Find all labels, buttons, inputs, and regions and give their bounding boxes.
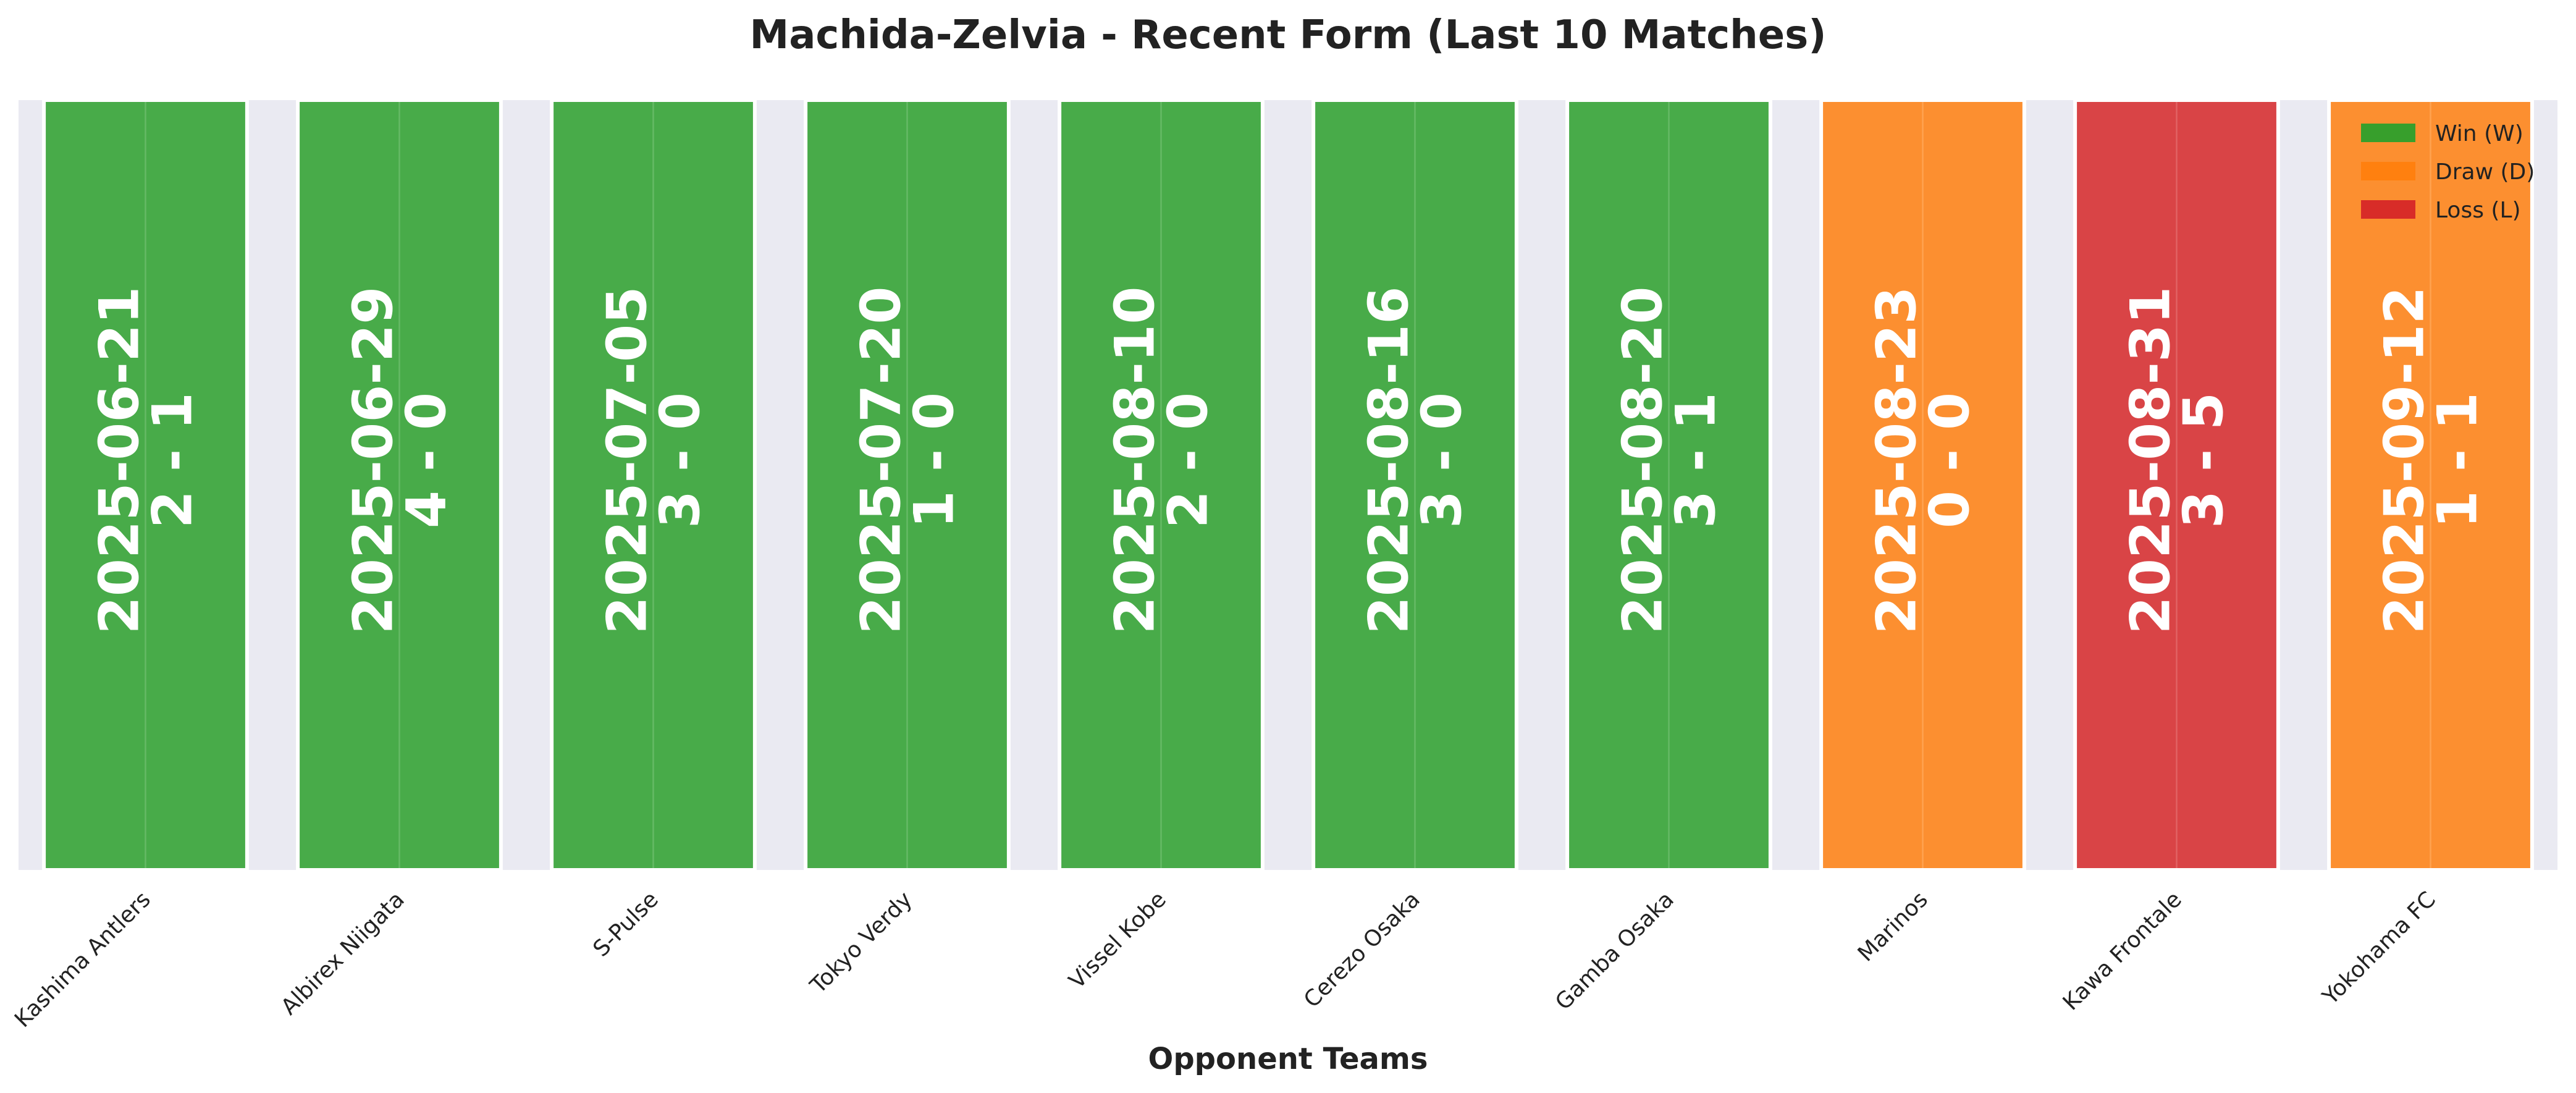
chart-title: Machida-Zelvia - Recent Form (Last 10 Ma…	[750, 12, 1827, 58]
bar-date-label: 2025-08-31	[2119, 287, 2182, 635]
bar-label-group: 2025-07-201 - 0	[849, 287, 966, 635]
bar	[804, 98, 1011, 872]
x-tick-label: Vissel Kobe	[1064, 887, 1171, 994]
x-tick-label: Gamba Osaka	[1551, 887, 1679, 1015]
bar-date-label: 2025-06-29	[342, 287, 405, 635]
bar-score-label: 4 - 0	[395, 392, 458, 528]
bar	[1058, 98, 1265, 872]
bar	[1311, 98, 1518, 872]
bar-labels: 2025-06-212 - 1 2025-06-294 - 0 2025-07-05…	[88, 287, 2490, 635]
legend-label: Draw (D)	[2435, 159, 2535, 185]
bar-score-label: 1 - 1	[2426, 392, 2490, 528]
bar-date-label: 2025-08-20	[1611, 287, 1675, 635]
bar	[2073, 98, 2280, 872]
bar-date-label: 2025-08-16	[1357, 287, 1421, 635]
bars	[42, 98, 2534, 872]
x-tick-label: Marinos	[1853, 887, 1933, 966]
bar-score-label: 0 - 0	[1918, 392, 1982, 528]
bar-label-group: 2025-08-313 - 5	[2119, 287, 2236, 635]
x-tick-label: Kawa Frontale	[2058, 887, 2187, 1015]
bar	[296, 98, 503, 872]
bar-date-label: 2025-07-20	[849, 287, 913, 635]
bar-label-group: 2025-08-163 - 0	[1357, 287, 1474, 635]
bar-score-label: 2 - 0	[1156, 392, 1220, 528]
x-axis-label: Opponent Teams	[1148, 1042, 1428, 1076]
x-tick-label: S-Pulse	[588, 887, 663, 961]
bar-label-group: 2025-08-102 - 0	[1103, 287, 1220, 635]
bar-label-group: 2025-07-053 - 0	[596, 287, 712, 635]
bar	[1565, 98, 1772, 872]
bar-date-label: 2025-08-10	[1103, 287, 1167, 635]
bar-score-label: 3 - 0	[649, 392, 712, 528]
x-tick-label: Albirex Niigata	[276, 887, 410, 1020]
x-tick-label: Yokohama FC	[2317, 887, 2440, 1010]
bar-date-label: 2025-08-23	[1865, 287, 1929, 635]
bar-date-label: 2025-09-12	[2373, 287, 2436, 635]
bar-score-label: 3 - 1	[1664, 392, 1728, 528]
bar	[2327, 98, 2534, 872]
legend-swatch	[2361, 162, 2415, 180]
legend-swatch	[2361, 124, 2415, 142]
legend-swatch	[2361, 200, 2415, 219]
bar-score-label: 3 - 5	[2172, 392, 2236, 528]
bar	[550, 98, 757, 872]
bar-date-label: 2025-06-21	[88, 287, 151, 635]
bar-label-group: 2025-06-212 - 1	[88, 287, 204, 635]
legend: Win (W) Draw (D) Loss (L)	[2361, 121, 2535, 223]
bar-label-group: 2025-06-294 - 0	[342, 287, 458, 635]
x-tick-labels: Kashima Antlers Albirex Niigata S-Pulse Tok…	[10, 887, 2441, 1032]
x-tick-label: Kashima Antlers	[10, 887, 156, 1032]
x-tick-label: Tokyo Verdy	[805, 887, 917, 998]
bar	[1819, 98, 2026, 872]
bar-date-label: 2025-07-05	[596, 287, 659, 635]
bar	[42, 98, 249, 872]
bar-label-group: 2025-08-230 - 0	[1865, 287, 1982, 635]
bar-score-label: 1 - 0	[903, 392, 966, 528]
x-tick-label: Cerezo Osaka	[1299, 887, 1425, 1013]
bar-score-label: 3 - 0	[1410, 392, 1474, 528]
bar-label-group: 2025-08-203 - 1	[1611, 287, 1728, 635]
bar-score-label: 2 - 1	[141, 392, 204, 528]
legend-label: Loss (L)	[2435, 198, 2521, 223]
legend-label: Win (W)	[2435, 121, 2523, 146]
bar-label-group: 2025-09-121 - 1	[2373, 287, 2490, 635]
